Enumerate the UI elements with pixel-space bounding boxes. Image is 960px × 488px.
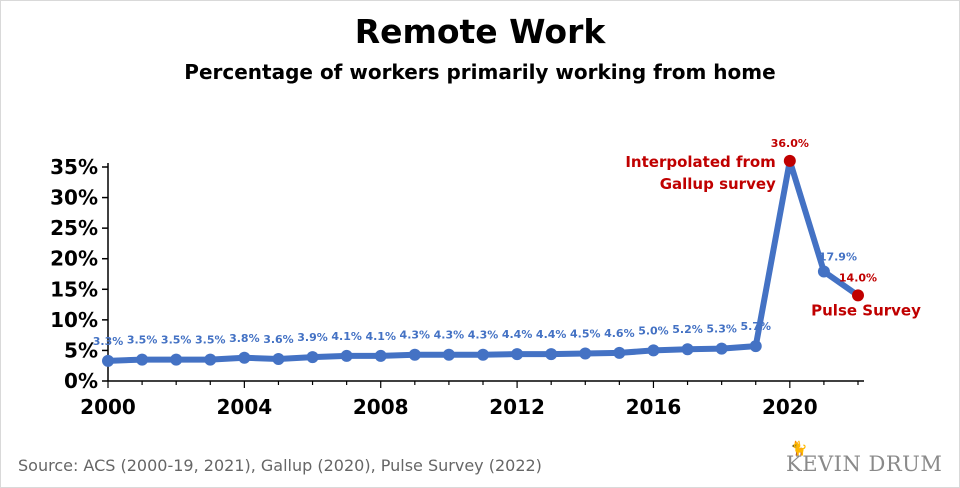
data-point [817,265,830,278]
data-point [715,342,728,355]
data-point [136,353,149,366]
data-point [647,344,660,357]
data-point [272,352,285,365]
source-note: Source: ACS (2000-19, 2021), Gallup (202… [18,456,542,475]
data-label: 4.3% [400,329,431,342]
x-tick-label: 2020 [762,395,818,419]
data-label: 5.0% [638,324,669,337]
data-label: 4.4% [536,328,567,341]
data-label: 4.4% [502,328,533,341]
data-label: 17.9% [819,251,857,264]
y-tick-label: 5% [64,338,98,362]
logo: KEVIN DRUM [786,452,943,476]
y-tick-label: 35% [50,155,98,179]
data-label: 5.2% [672,323,703,336]
data-point [204,353,217,366]
data-point [238,351,251,364]
data-label: 5.3% [706,323,737,336]
data-label: 4.1% [365,330,396,343]
data-point [852,289,864,302]
data-label: 4.3% [434,329,465,342]
data-label: 4.5% [570,327,601,340]
data-point [681,343,694,356]
data-point [374,349,387,362]
data-point [340,349,353,362]
y-tick-label: 25% [50,216,98,240]
data-point [442,348,455,361]
data-point [102,354,114,367]
data-label: 4.6% [604,327,635,340]
annotation-text: Pulse Survey [811,301,921,319]
data-point [613,346,626,359]
data-label: 3.3% [93,335,124,348]
data-label: 3.6% [263,333,294,346]
chart-title: Remote Work [354,12,606,51]
annotation-text: Gallup survey [660,175,776,193]
data-label: 4.3% [468,329,499,342]
data-label: 14.0% [839,271,877,284]
data-label: 5.7% [740,320,771,333]
data-point [408,348,421,361]
y-tick-label: 0% [64,369,98,393]
y-tick-label: 20% [50,247,98,271]
data-point [306,351,319,364]
data-point [170,353,183,366]
x-tick-label: 2016 [626,395,682,419]
data-point [545,348,558,361]
data-point [749,340,762,353]
data-label: 3.8% [229,332,260,345]
y-tick-label: 30% [50,186,98,210]
data-point [783,154,796,167]
data-point [477,348,489,361]
x-tick-label: 2000 [80,395,136,419]
data-label: 3.5% [161,334,192,347]
x-tick-label: 2008 [353,395,409,419]
data-label: 36.0% [771,137,809,150]
data-point [579,347,592,360]
data-label: 3.5% [127,334,158,347]
x-tick-label: 2012 [489,395,545,419]
data-label: 3.9% [297,331,328,344]
data-point [511,348,524,361]
cat-icon: 🐈 [790,441,808,457]
annotation-text: Interpolated from [625,153,775,171]
chart-subtitle: Percentage of workers primarily working … [184,60,776,84]
x-tick-label: 2004 [217,395,273,419]
y-tick-label: 10% [50,308,98,332]
data-label: 4.1% [331,330,362,343]
data-label: 3.5% [195,334,226,347]
y-tick-label: 15% [50,277,98,301]
